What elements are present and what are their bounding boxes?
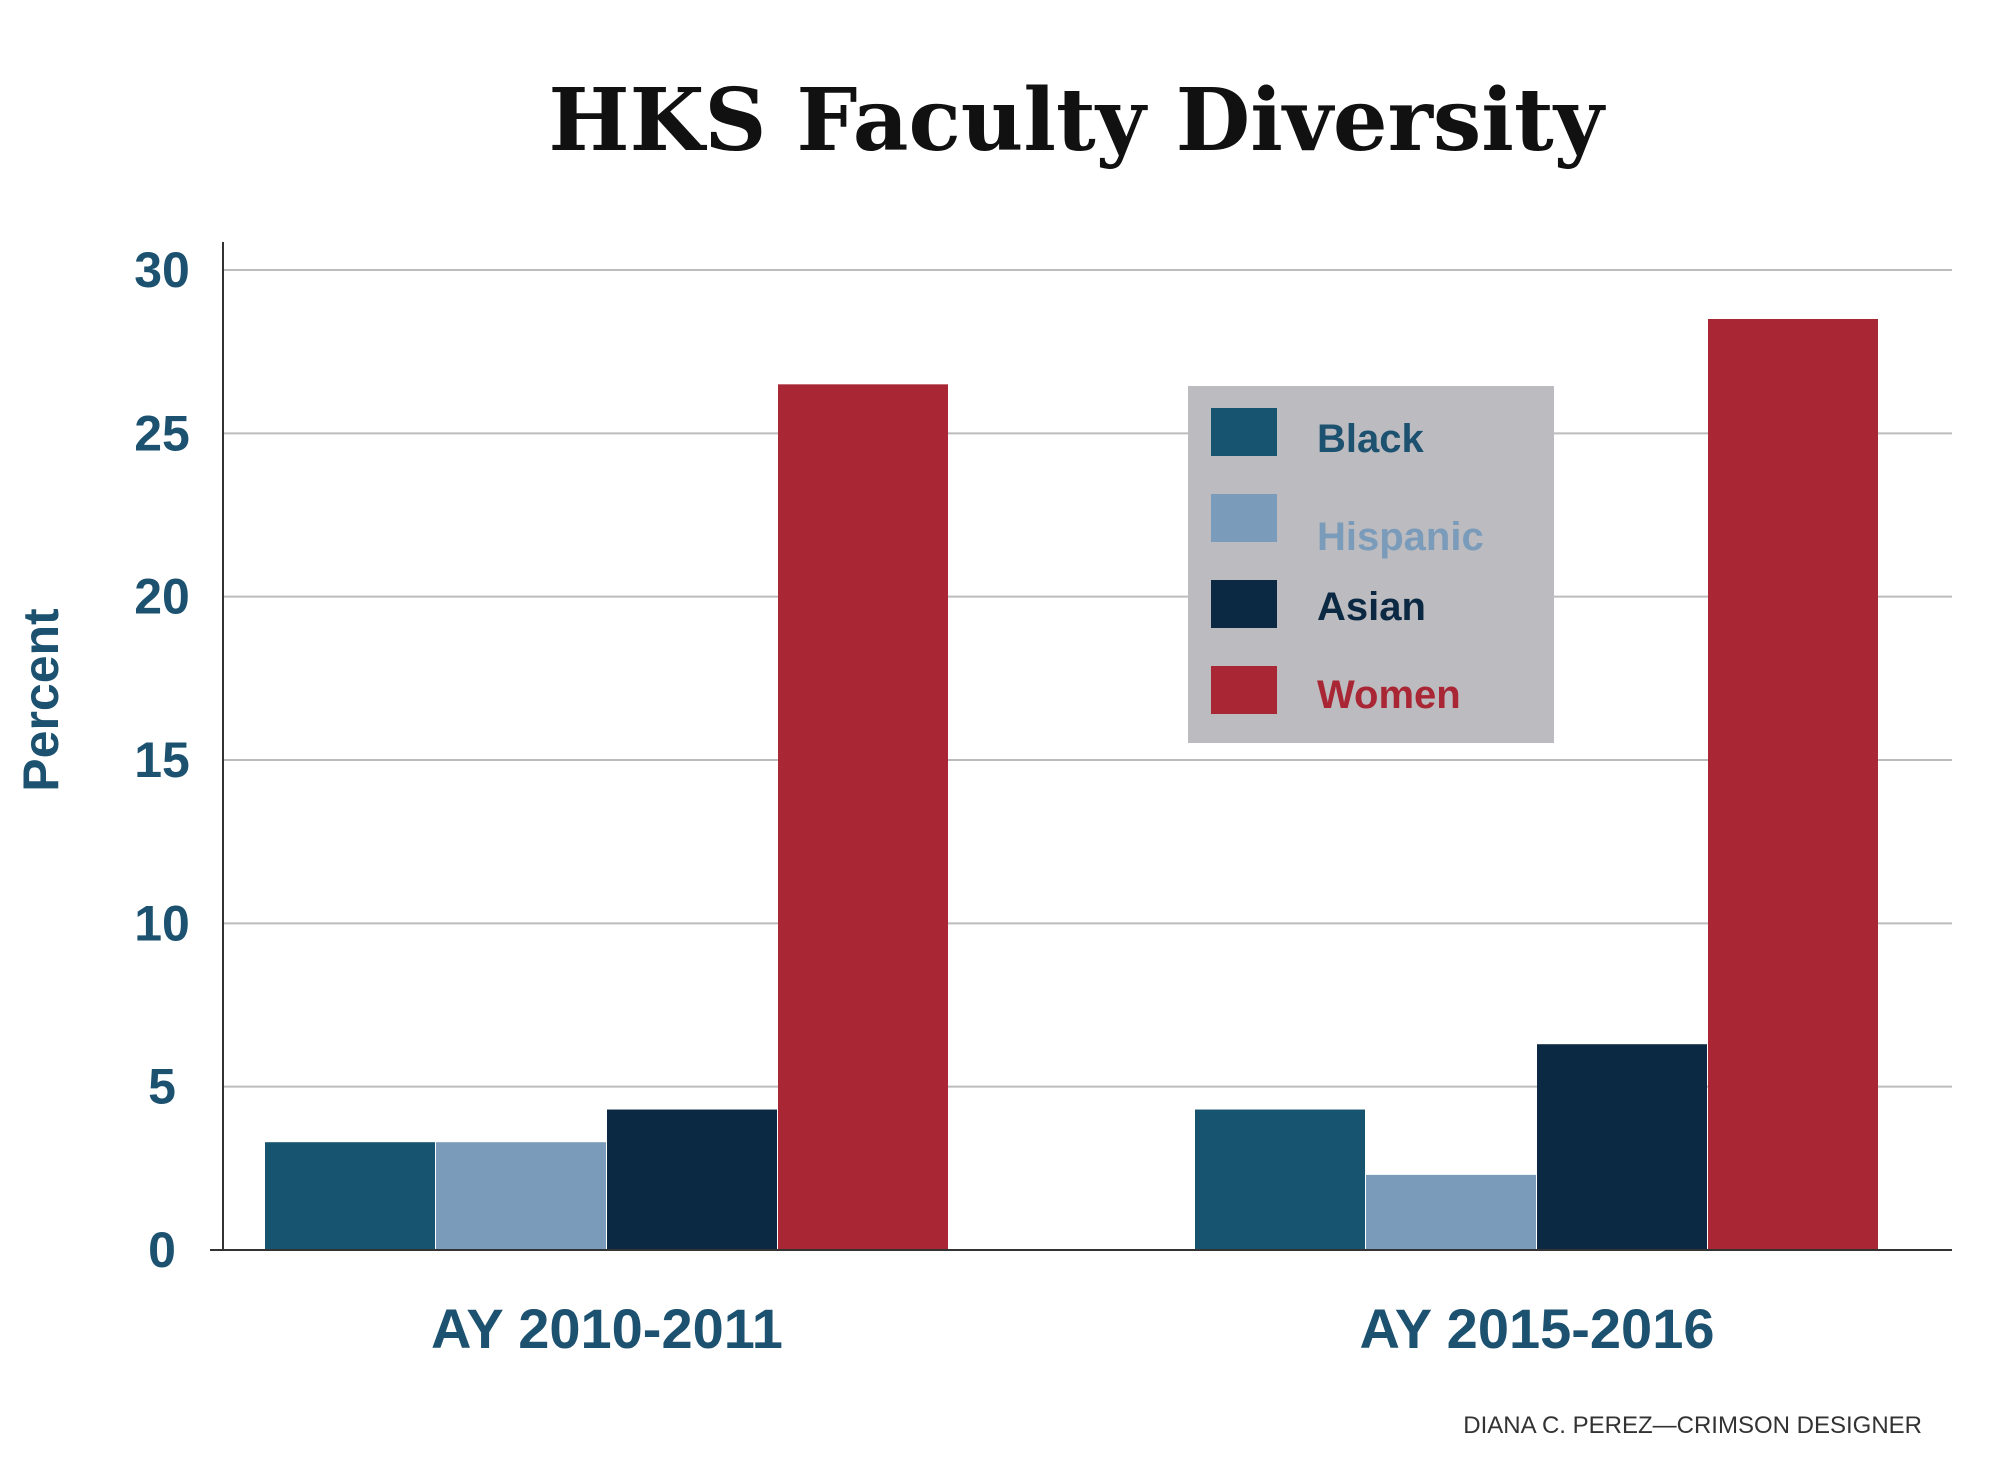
legend-swatch-black [1211,408,1277,456]
gridlines [223,269,1952,1088]
y-tick-label: 30 [134,242,190,298]
legend-label-hispanic: Hispanic [1317,515,1484,559]
x-axis-categories: AY 2010-2011 AY 2015-2016 [431,1297,1714,1360]
y-axis-ticks: 0 5 10 15 20 25 30 [134,242,190,1278]
legend-swatch-hispanic [1211,494,1277,542]
bar-black-1 [265,1142,435,1250]
y-axis-label: Percent [13,608,69,792]
legend-items: Black Hispanic Asian Women [1211,408,1484,717]
legend-label-women: Women [1317,673,1461,717]
y-tick-label: 0 [148,1222,176,1278]
y-tick-label: 25 [134,405,190,461]
bar-black-2 [1195,1109,1365,1250]
bar-hispanic-1 [436,1142,606,1250]
x-category-label: AY 2010-2011 [431,1297,783,1360]
y-tick-label: 10 [134,895,190,951]
legend-swatch-asian [1211,580,1277,628]
legend-label-black: Black [1317,417,1424,461]
chart-title: HKS Faculty Diversity [548,70,1606,171]
y-tick-label: 5 [148,1059,176,1115]
bar-women-1 [778,384,948,1250]
x-category-label: AY 2015-2016 [1359,1297,1714,1360]
bars [265,319,1878,1250]
legend-label-asian: Asian [1317,585,1426,629]
bar-women-2 [1708,319,1878,1250]
bar-hispanic-2 [1366,1174,1536,1250]
legend-swatch-women [1211,666,1277,714]
credit-line: DIANA C. PEREZ—CRIMSON DESIGNER [1463,1412,1922,1439]
bar-asian-2 [1537,1044,1707,1250]
bar-asian-1 [607,1109,777,1250]
legend: Black Hispanic Asian Women [1188,386,1554,743]
y-tick-label: 20 [134,569,190,625]
y-tick-label: 15 [134,732,190,788]
